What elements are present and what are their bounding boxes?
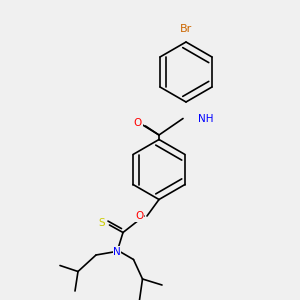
- Text: N: N: [113, 247, 121, 257]
- Text: O: O: [135, 211, 144, 221]
- Text: O: O: [134, 118, 142, 128]
- Text: NH: NH: [198, 113, 214, 124]
- Text: S: S: [99, 218, 105, 229]
- Text: Br: Br: [180, 25, 192, 34]
